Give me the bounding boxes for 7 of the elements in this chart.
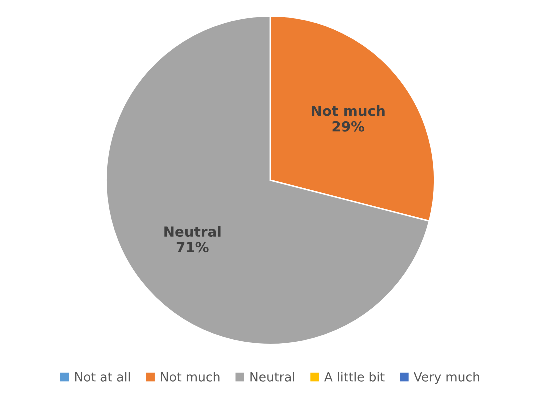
legend-label: Very much <box>414 372 480 384</box>
legend-label: Neutral <box>250 372 294 382</box>
data-label: Not much 29% <box>312 106 385 132</box>
data-label: Neutral 71% <box>164 226 221 253</box>
legend-label: Not much <box>161 372 220 382</box>
legend-label: A little bit <box>324 372 385 382</box>
legend-label: Not at all <box>75 372 130 382</box>
